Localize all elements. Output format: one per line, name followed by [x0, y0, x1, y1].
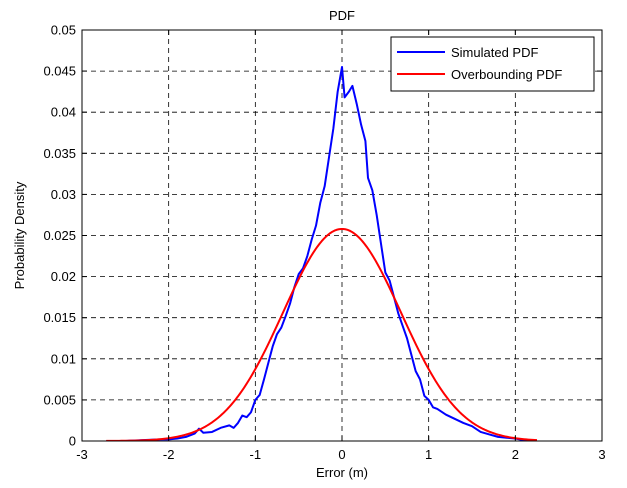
y-tick-labels: 0 0.005 0.01 0.015 0.02 0.025 0.03 0.035 0.04 0.0…: [43, 23, 76, 449]
y-tick-label: 0.04: [51, 105, 76, 120]
legend-label-overbounding: Overbounding PDF: [451, 67, 562, 82]
y-tick-label: 0.045: [43, 64, 76, 79]
y-tick-label: 0.005: [43, 392, 76, 407]
x-tick-label: 1: [425, 447, 432, 462]
legend: Simulated PDF Overbounding PDF: [390, 36, 595, 92]
y-tick-label: 0.02: [51, 269, 76, 284]
series-line-simulated-pdf: [106, 65, 537, 441]
legend-label-simulated: Simulated PDF: [451, 45, 538, 60]
series-layer: [106, 65, 538, 441]
y-tick-label: 0.03: [51, 187, 76, 202]
x-tick-label: -1: [250, 447, 262, 462]
y-tick-label: 0: [69, 434, 76, 449]
y-tick-label: 0.01: [51, 351, 76, 366]
x-tick-label: -2: [163, 447, 175, 462]
x-tick-label: 2: [512, 447, 519, 462]
x-tick-label: 0: [338, 447, 345, 462]
y-tick-label: 0.035: [43, 146, 76, 161]
y-tick-label: 0.05: [51, 23, 76, 38]
axis-ticks: [81, 29, 603, 442]
x-tick-labels: -3 -2 -1 0 1 2 3: [76, 447, 605, 462]
chart-title: PDF: [329, 8, 355, 23]
grid-lines: [82, 30, 602, 441]
y-axis-label: Probability Density: [12, 181, 27, 289]
legend-box: [390, 36, 595, 92]
x-tick-label: 3: [598, 447, 605, 462]
x-tick-label: -3: [76, 447, 88, 462]
x-axis-label: Error (m): [316, 465, 368, 480]
y-tick-label: 0.025: [43, 228, 76, 243]
y-tick-label: 0.015: [43, 310, 76, 325]
series-line-overbounding-pdf: [106, 227, 538, 441]
